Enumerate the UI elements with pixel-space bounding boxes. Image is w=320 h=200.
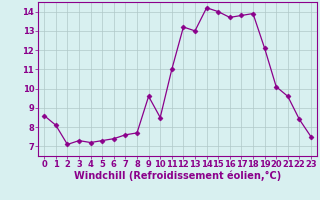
X-axis label: Windchill (Refroidissement éolien,°C): Windchill (Refroidissement éolien,°C)	[74, 171, 281, 181]
